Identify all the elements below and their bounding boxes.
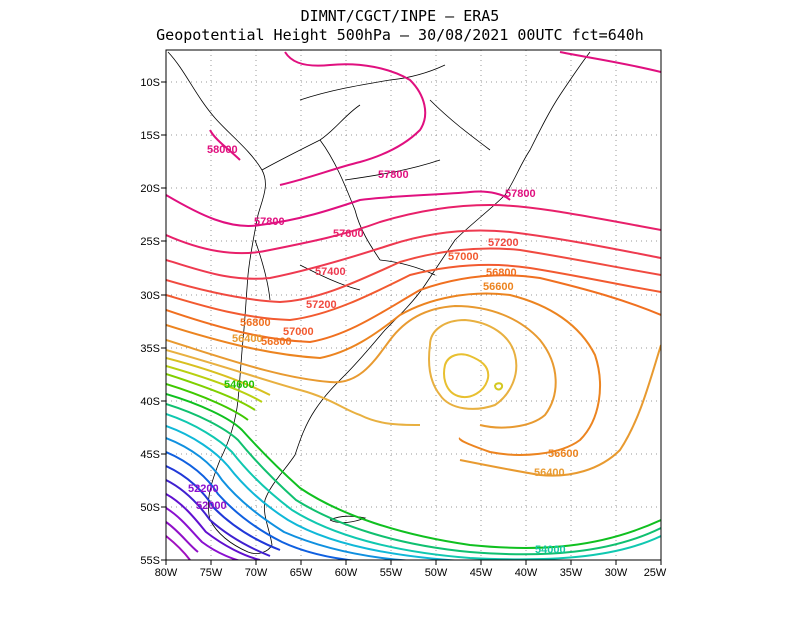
contour-label: 57200 [488,237,519,249]
contour-label: 57200 [306,299,337,311]
contour-label: 52000 [196,500,227,512]
lat-tick-label: 40S [140,396,160,408]
contour-label: 56600 [548,448,579,460]
lon-tick-label: 65W [290,567,313,579]
axis-tick-marks [161,81,662,565]
contour-label: 57800 [254,216,285,228]
coastlines [167,51,591,554]
contour-label: 57800 [505,188,536,200]
map-frame [165,49,662,561]
lon-tick-label: 50W [425,567,448,579]
lat-tick-label: 30S [140,290,160,302]
lon-tick-label: 75W [200,567,223,579]
lat-tick-label: 55S [140,555,160,567]
lon-tick-label: 70W [245,567,268,579]
lat-tick-labels: 10S 15S 20S 25S 30S 35S 40S 45S 50S 55S [140,77,160,567]
lat-tick-label: 45S [140,449,160,461]
contour-label: 56400 [232,333,263,345]
contour-label: 57800 [378,169,409,181]
lon-tick-label: 80W [155,567,178,579]
contour-label: 58000 [207,144,238,156]
lon-tick-label: 40W [515,567,538,579]
map-title-line2: Geopotential Height 500hPa – 30/08/2021 … [156,26,644,44]
lat-tick-label: 20S [140,183,160,195]
contour-label: 56800 [240,317,271,329]
lon-tick-label: 60W [335,567,358,579]
map-title-line1: DIMNT/CGCT/INPE – ERA5 [300,7,500,25]
grid [166,50,661,560]
contours [166,51,661,560]
lat-tick-label: 15S [140,130,160,142]
lon-tick-label: 35W [560,567,583,579]
contour-label: 56400 [534,467,565,479]
lat-tick-label: 10S [140,77,160,89]
contour-label: 57000 [283,326,314,338]
contour-label: 52200 [188,483,219,495]
contour-label: 56800 [486,267,517,279]
contour-label: 57000 [448,251,479,263]
lon-tick-label: 25W [644,567,667,579]
lon-tick-label: 45W [470,567,493,579]
contour-label: 57400 [315,266,346,278]
contour-label: 56600 [483,281,514,293]
contour-label: 54600 [224,379,255,391]
lon-tick-label: 30W [605,567,628,579]
contour-label: 54000 [535,544,566,556]
lon-tick-labels: 80W 75W 70W 65W 60W 55W 50W 45W 40W 35W … [155,567,667,579]
lat-tick-label: 50S [140,502,160,514]
lat-tick-label: 25S [140,236,160,248]
lat-tick-label: 35S [140,343,160,355]
contour-labels: 58000 57800 57800 57800 57600 57400 5720… [188,144,579,556]
contour-label: 56800 [261,336,292,348]
lon-tick-label: 55W [380,567,403,579]
contour-label: 57600 [333,228,364,240]
